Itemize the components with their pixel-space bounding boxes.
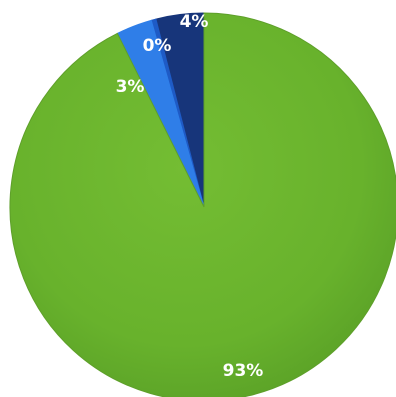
pie-slice-label-2: 0% (143, 36, 172, 56)
pie-labels: 4% 0% 3% 93% (116, 12, 264, 381)
pie-slice-label-1: 4% (180, 12, 209, 32)
pie-slice-label-4: 93% (223, 361, 264, 381)
pie-slice-4 (9, 12, 396, 397)
pie-slice-label-3: 3% (116, 77, 145, 97)
pie-slices (9, 12, 396, 397)
